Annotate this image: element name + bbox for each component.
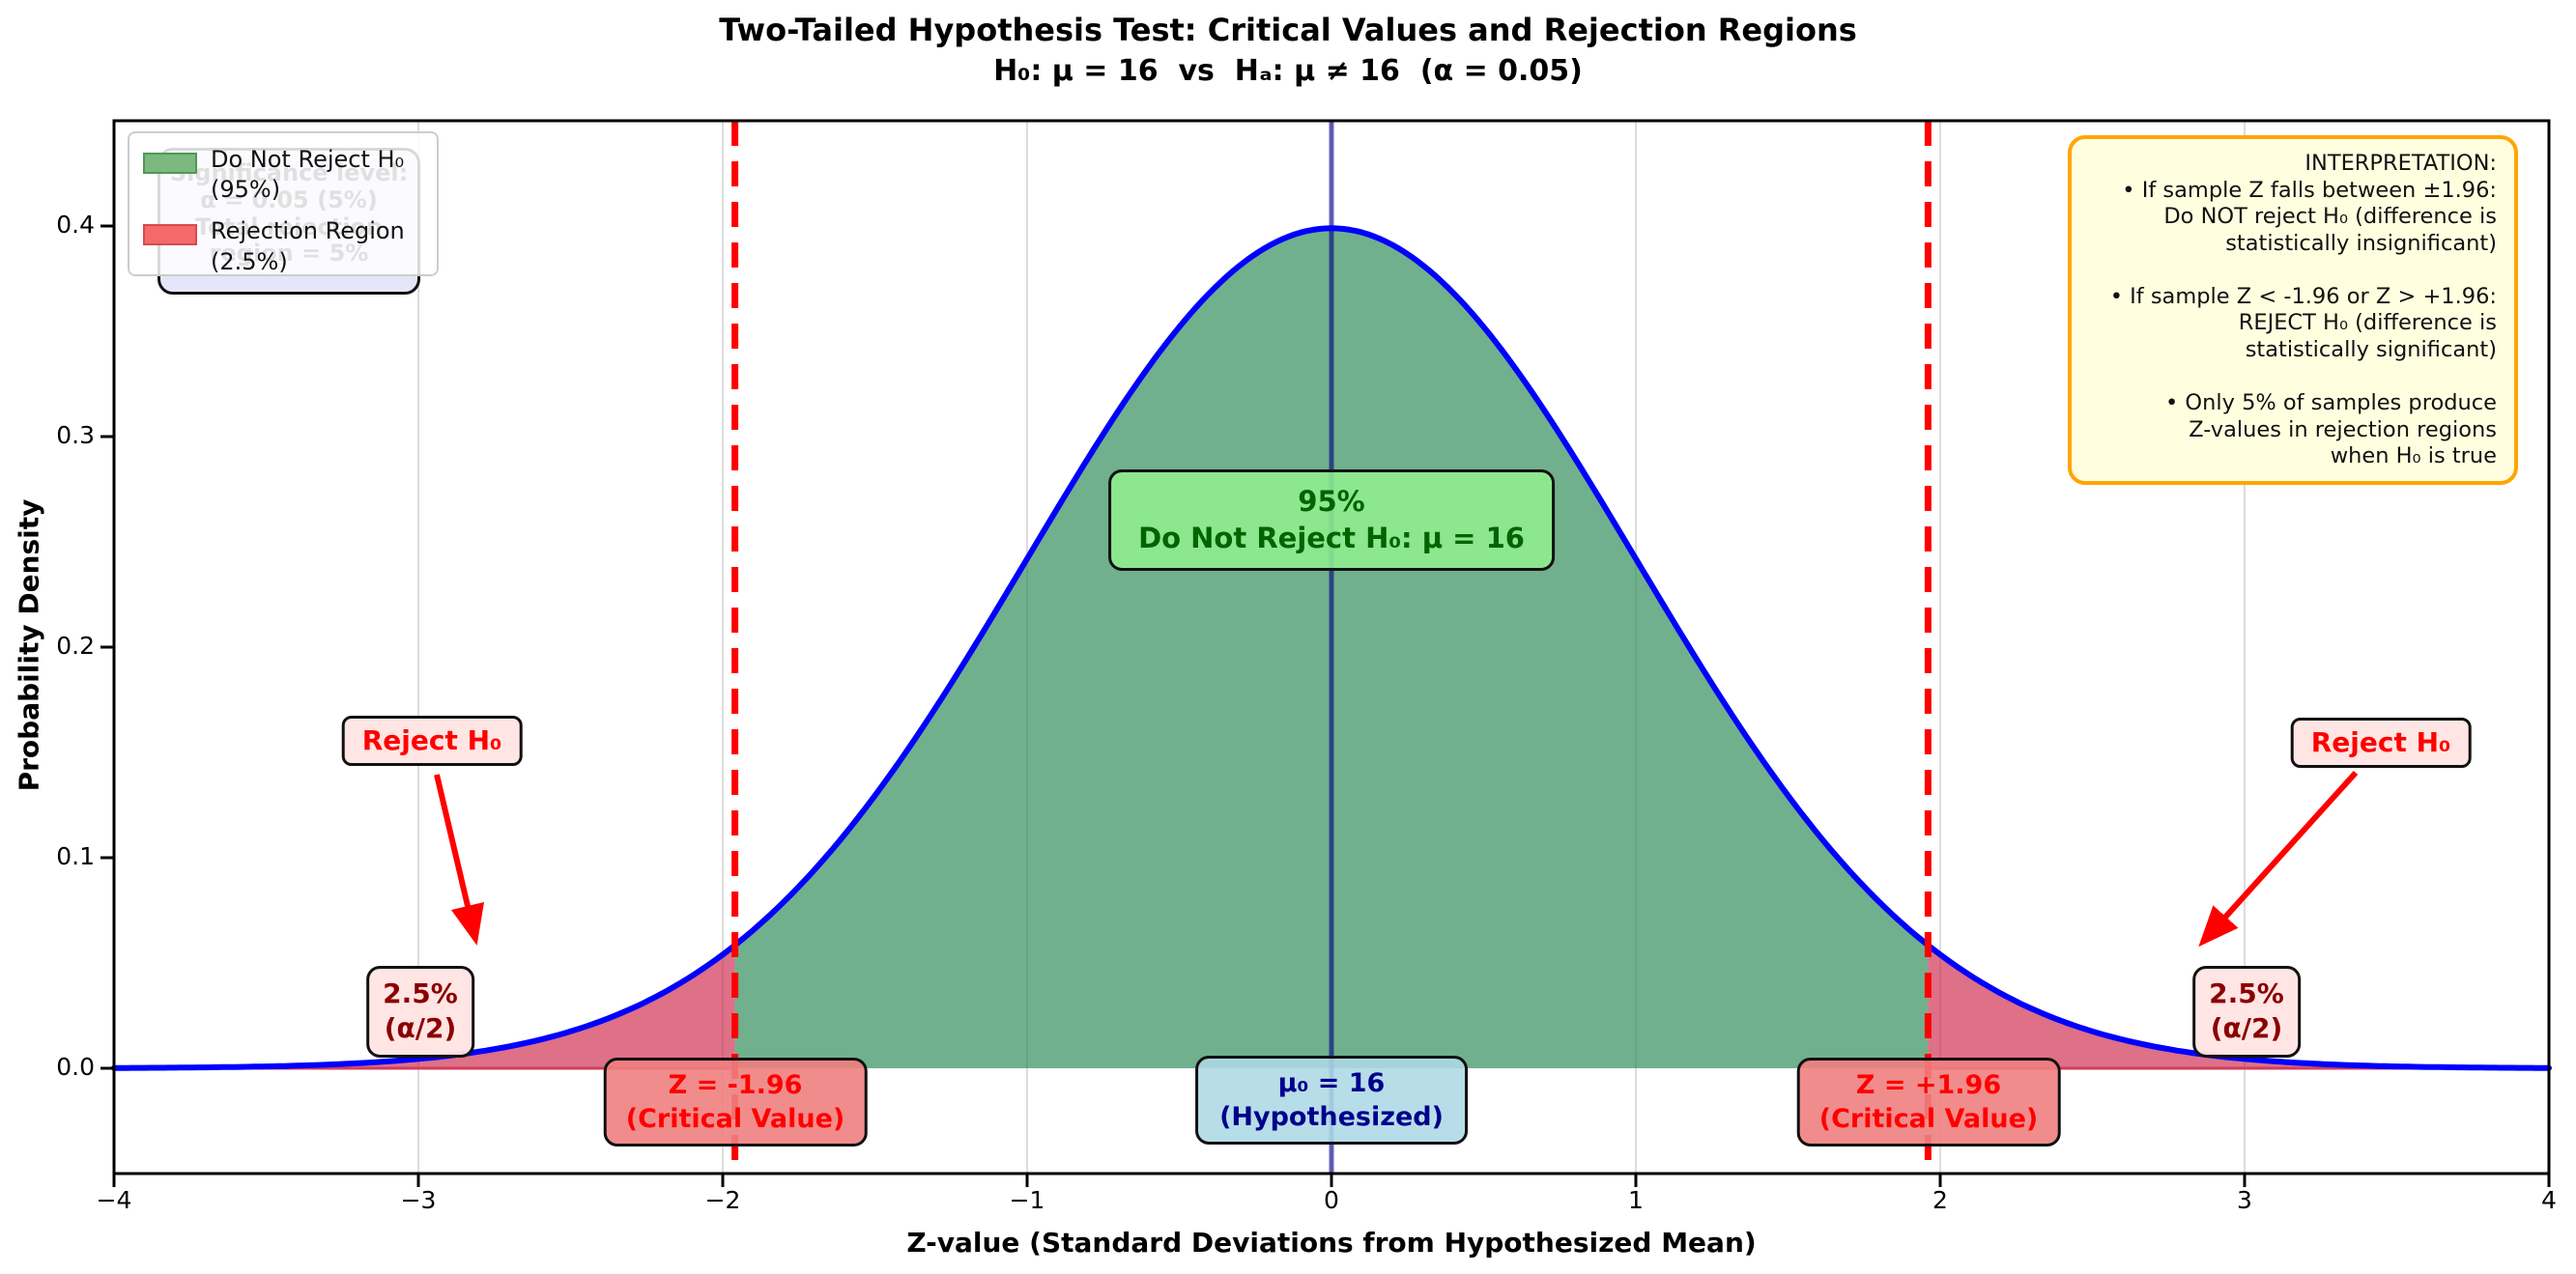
reject-h0-left-label: Reject H₀ bbox=[341, 716, 523, 767]
y-tick-label: 0.1 bbox=[56, 842, 95, 870]
density-curve bbox=[111, 225, 2552, 1071]
annotation-arrows bbox=[434, 770, 2359, 948]
y-tick-label: 0.3 bbox=[56, 421, 95, 449]
axes-spines-ticks bbox=[100, 119, 2551, 1187]
critical-lines bbox=[731, 121, 1932, 1174]
x-tick-label: 4 bbox=[2541, 1186, 2557, 1214]
legend-swatch-green bbox=[143, 153, 197, 174]
y-tick-label: 0.2 bbox=[56, 632, 95, 660]
legend-swatch-red bbox=[143, 224, 197, 246]
chart-subtitle: H₀: μ = 16 vs Hₐ: μ ≠ 16 (α = 0.05) bbox=[993, 54, 1583, 88]
tail-probability-right-label: 2.5% (α/2) bbox=[2192, 966, 2301, 1058]
tail-probability-left-label: 2.5% (α/2) bbox=[366, 966, 474, 1058]
x-tick-label: 0 bbox=[1324, 1186, 1339, 1214]
hypothesized-mean-label: μ₀ = 16 (Hypothesized) bbox=[1195, 1056, 1468, 1146]
y-tick-label: 0.4 bbox=[56, 211, 95, 239]
x-tick-label: −4 bbox=[96, 1186, 132, 1214]
legend-item-accept: Do Not Reject H₀ (95%) bbox=[143, 145, 423, 205]
x-tick-label: 1 bbox=[1628, 1186, 1644, 1214]
x-tick-label: 3 bbox=[2237, 1186, 2252, 1214]
legend: Do Not Reject H₀ (95%) Rejection Region … bbox=[128, 131, 439, 276]
chart-title: Two-Tailed Hypothesis Test: Critical Val… bbox=[719, 12, 1857, 48]
x-tick-label: −1 bbox=[1009, 1186, 1045, 1214]
critical-value-left-label: Z = -1.96 (Critical Value) bbox=[603, 1058, 868, 1147]
reject-h0-right-label: Reject H₀ bbox=[2290, 718, 2472, 769]
interpretation-box: INTERPRETATION: • If sample Z falls betw… bbox=[2068, 135, 2518, 485]
x-tick-label: −2 bbox=[704, 1186, 741, 1214]
x-tick-label: −3 bbox=[400, 1186, 437, 1214]
x-tick-label: 2 bbox=[1932, 1186, 1948, 1214]
y-tick-label: 0.0 bbox=[56, 1053, 95, 1081]
legend-item-reject: Rejection Region (2.5%) bbox=[143, 216, 423, 276]
legend-label-accept: Do Not Reject H₀ (95%) bbox=[211, 146, 405, 204]
x-axis-label: Z-value (Standard Deviations from Hypoth… bbox=[906, 1227, 1757, 1259]
critical-value-right-label: Z = +1.96 (Critical Value) bbox=[1796, 1058, 2061, 1147]
acceptance-region-label: 95% Do Not Reject H₀: μ = 16 bbox=[1108, 469, 1555, 572]
legend-label-reject: Rejection Region (2.5%) bbox=[211, 217, 405, 275]
